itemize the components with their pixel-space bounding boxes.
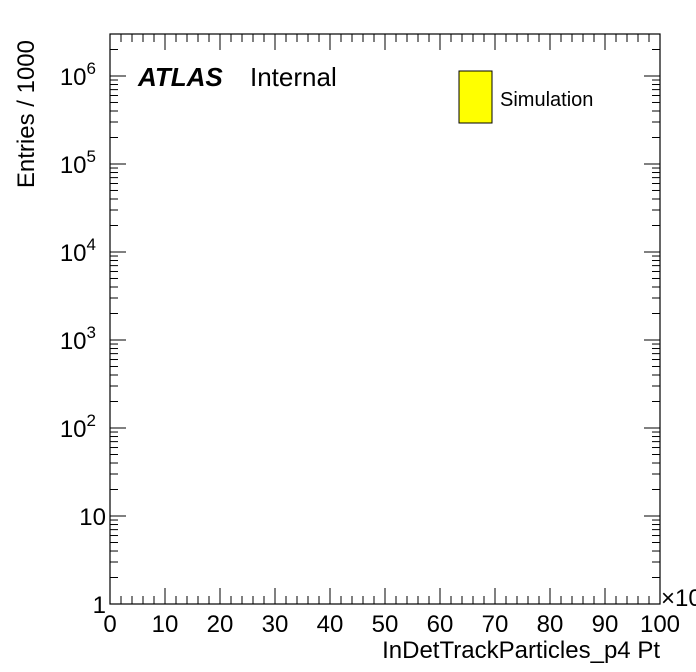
- plot-frame: [109, 33, 661, 605]
- x-tick-label: 10: [152, 611, 179, 638]
- x-tick-label: 70: [482, 611, 509, 638]
- y-axis-tick-labels: 1 10 102 103 104 105 106: [60, 59, 106, 619]
- y-tick-label: 105: [60, 147, 96, 179]
- y-axis-ticks: [110, 33, 660, 605]
- x-tick-label: 0: [103, 611, 116, 638]
- x-tick-label: 60: [427, 611, 454, 638]
- x-tick-label: 30: [262, 611, 289, 638]
- x-tick-label: 20: [207, 611, 234, 638]
- atlas-label: ATLAS: [137, 62, 223, 92]
- y-tick-label: 102: [60, 411, 96, 443]
- x-tick-label: 80: [537, 611, 564, 638]
- x-axis-title: InDetTrackParticles_p4 Pt: [382, 637, 660, 664]
- x-tick-label: 50: [372, 611, 399, 638]
- legend-label-simulation: Simulation: [500, 89, 593, 111]
- y-tick-label: 106: [60, 59, 96, 91]
- legend-swatch-simulation: [458, 70, 493, 124]
- y-tick-label: 1: [93, 592, 106, 619]
- y-tick-label: 104: [60, 235, 96, 267]
- x-axis-ticks: [109, 34, 661, 604]
- x-axis-tick-labels: 0 10 20 30 40 50 60 70 80 90 100: [103, 611, 680, 638]
- legend: Simulation: [458, 70, 593, 124]
- y-axis-title: Entries / 1000: [13, 40, 40, 188]
- x-tick-label: 100: [640, 611, 680, 638]
- y-tick-label: 103: [60, 323, 96, 355]
- y-tick-label: 10: [79, 504, 106, 531]
- x-axis-multiplier: ×10: [661, 585, 696, 612]
- x-tick-label: 40: [317, 611, 344, 638]
- x-tick-label: 90: [592, 611, 619, 638]
- atlas-internal-label: Internal: [250, 62, 337, 92]
